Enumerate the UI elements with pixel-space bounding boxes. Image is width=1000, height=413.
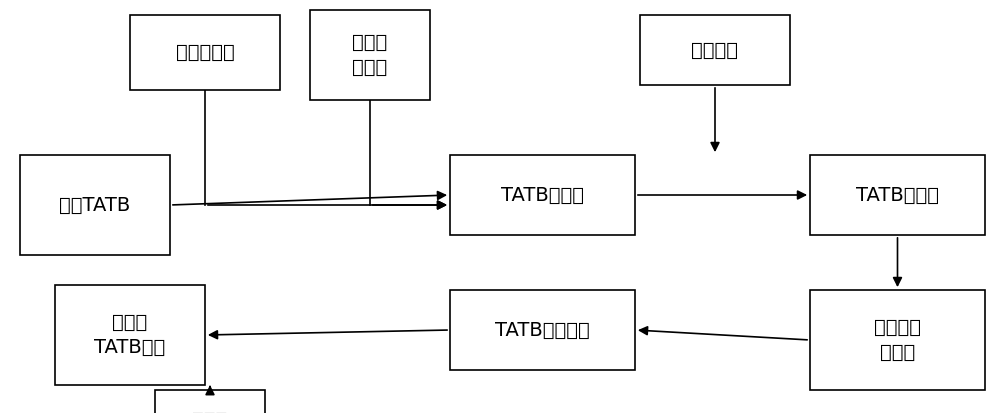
Text: TATB悬浊液: TATB悬浊液: [501, 185, 584, 204]
Bar: [310, 10, 430, 100]
Text: 程序降温: 程序降温: [692, 40, 738, 59]
Bar: [20, 155, 170, 255]
Text: 后处理: 后处理: [192, 411, 228, 413]
Bar: [810, 290, 985, 390]
Bar: [810, 155, 985, 235]
Bar: [450, 290, 635, 370]
Text: 原料TATB: 原料TATB: [59, 195, 131, 214]
Bar: [155, 390, 265, 413]
Text: 大颗粒
TATB晶体: 大颗粒 TATB晶体: [94, 313, 166, 357]
Text: 重复程序
升降温: 重复程序 升降温: [874, 318, 921, 362]
Bar: [55, 285, 205, 385]
Bar: [130, 15, 280, 90]
Text: 重结晶溶剂: 重结晶溶剂: [176, 43, 234, 62]
Bar: [640, 15, 790, 85]
Text: 升温部
分溶解: 升温部 分溶解: [352, 33, 388, 77]
Bar: [450, 155, 635, 235]
Text: TATB晶体溶液: TATB晶体溶液: [495, 320, 590, 339]
Text: TATB悬浊液: TATB悬浊液: [856, 185, 939, 204]
